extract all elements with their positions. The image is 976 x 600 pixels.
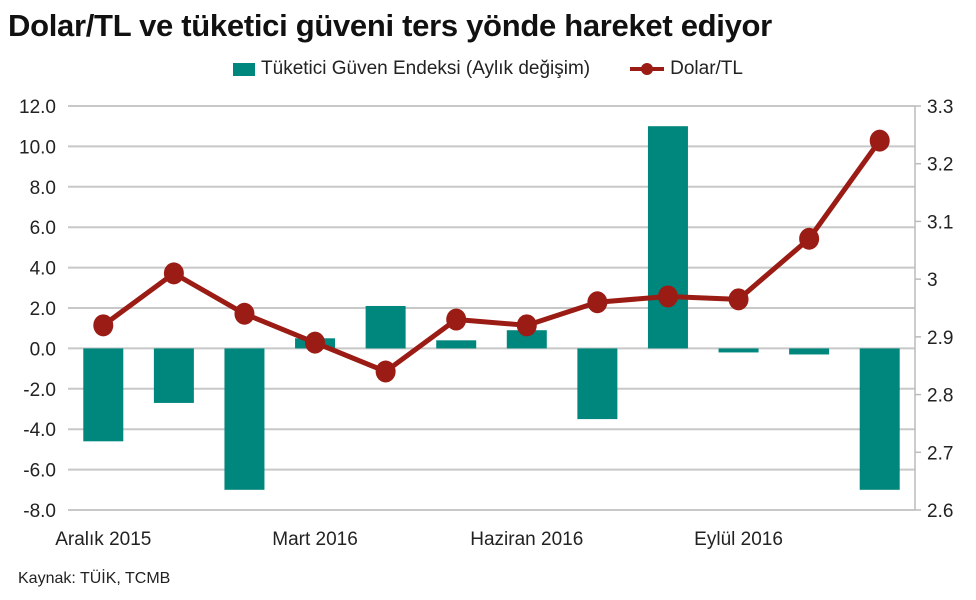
right-tick-label: 3.3 xyxy=(927,97,953,118)
line-point xyxy=(375,360,396,383)
bar xyxy=(859,348,900,490)
bar xyxy=(506,330,547,349)
right-tick-label: 2.7 xyxy=(927,443,953,464)
x-tick-label: Aralık 2015 xyxy=(55,529,151,550)
bar xyxy=(224,348,265,490)
line-point xyxy=(93,314,114,337)
right-tick-label: 2.9 xyxy=(927,328,953,349)
bar xyxy=(647,126,688,349)
left-tick-label: -2.0 xyxy=(23,380,56,401)
line-point xyxy=(163,262,184,285)
line-point xyxy=(587,291,608,314)
x-tick-label: Mart 2016 xyxy=(272,529,358,550)
left-tick-label: -6.0 xyxy=(23,461,56,482)
left-tick-label: 6.0 xyxy=(30,218,56,239)
bar xyxy=(365,305,406,349)
left-tick-label: 12.0 xyxy=(19,97,56,118)
bar xyxy=(789,348,830,355)
legend-item-bar: Tüketici Güven Endeksi (Aylık değişim) xyxy=(233,58,590,80)
left-tick-label: 4.0 xyxy=(30,259,56,280)
legend-label-bar: Tüketici Güven Endeksi (Aylık değişim) xyxy=(261,58,591,79)
left-tick-label: -4.0 xyxy=(23,420,56,441)
x-tick-label: Eylül 2016 xyxy=(694,529,783,550)
dollar-line xyxy=(101,139,882,374)
right-tick-label: 2.8 xyxy=(927,386,953,407)
right-tick-label: 3.2 xyxy=(927,155,953,176)
line-point xyxy=(728,288,749,311)
legend-label-line: Dolar/TL xyxy=(670,58,743,79)
bar xyxy=(718,348,759,353)
left-tick-label: -8.0 xyxy=(23,501,56,522)
source-note: Kaynak: TÜİK, TCMB xyxy=(18,570,171,587)
bar xyxy=(83,348,124,442)
right-tick-label: 3 xyxy=(927,270,938,291)
legend-swatch-bar xyxy=(233,62,256,76)
legend: Tüketici Güven Endeksi (Aylık değişim) D… xyxy=(0,58,976,80)
left-tick-label: 8.0 xyxy=(30,178,56,199)
left-tick-label: 10.0 xyxy=(19,137,56,158)
legend-item-line: Dolar/TL xyxy=(630,58,743,80)
x-tick-label: Haziran 2016 xyxy=(470,529,583,550)
left-tick-label: 2.0 xyxy=(30,299,56,320)
chart-title: Dolar/TL ve tüketici güveni ters yönde h… xyxy=(8,8,772,43)
line-point xyxy=(657,285,678,308)
line-point xyxy=(446,308,467,331)
line-point xyxy=(516,314,537,337)
bar xyxy=(436,340,477,349)
right-tick-label: 2.6 xyxy=(927,501,953,522)
line-point xyxy=(234,302,255,325)
right-tick-label: 3.1 xyxy=(927,212,953,233)
line-point xyxy=(305,331,326,354)
bar xyxy=(577,348,618,420)
bar xyxy=(153,348,194,403)
line-point xyxy=(869,129,890,152)
legend-swatch-line xyxy=(630,63,665,75)
left-tick-label: 0.0 xyxy=(30,339,56,360)
line-point xyxy=(799,227,820,250)
